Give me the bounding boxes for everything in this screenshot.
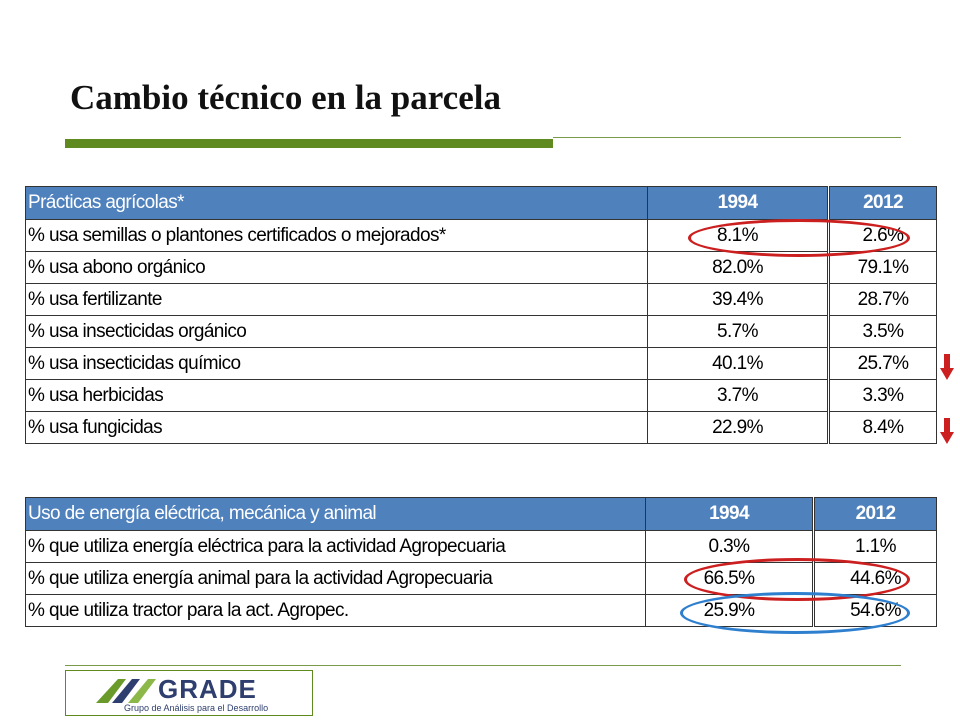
grade-logo: GRADE Grupo de Análisis para el Desarrol…	[65, 670, 313, 716]
value-1994: 3.7%	[647, 379, 829, 412]
table-row: % usa fertilizante 39.4% 28.7%	[25, 283, 937, 316]
column-header-energy: Uso de energía eléctrica, mecánica y ani…	[25, 497, 646, 531]
value-2012: 3.3%	[827, 379, 937, 412]
value-2012: 79.1%	[827, 251, 937, 284]
grade-logo-mark-icon	[96, 679, 156, 703]
table-row: % usa insecticidas químico 40.1% 25.7%	[25, 347, 937, 380]
red-highlight-ring-seeds	[688, 219, 910, 257]
value-2012: 8.4%	[827, 411, 937, 444]
row-label: % usa abono orgánico	[25, 251, 648, 284]
down-arrow-icon	[940, 418, 954, 444]
table-row: % usa fungicidas 22.9% 8.4%	[25, 411, 937, 444]
row-label: % que utiliza tractor para la act. Agrop…	[25, 594, 646, 627]
table-header-row: Prácticas agrícolas* 1994 2012	[25, 186, 937, 220]
value-2012: 1.1%	[812, 530, 937, 563]
down-arrow-icon	[940, 354, 954, 380]
table-row: % que utiliza energía eléctrica para la …	[25, 530, 937, 563]
footer-divider	[65, 665, 901, 666]
table-row: % usa insecticidas orgánico 5.7% 3.5%	[25, 315, 937, 348]
blue-highlight-ring-tractor	[680, 592, 910, 634]
table-row: % usa herbicidas 3.7% 3.3%	[25, 379, 937, 412]
title-underline-bar	[65, 139, 553, 148]
logo-name: GRADE	[158, 674, 257, 704]
value-2012: 3.5%	[827, 315, 937, 348]
value-1994: 39.4%	[647, 283, 829, 316]
value-1994: 40.1%	[647, 347, 829, 380]
row-label: % usa fertilizante	[25, 283, 648, 316]
column-header-practice: Prácticas agrícolas*	[25, 186, 648, 220]
row-label: % usa insecticidas orgánico	[25, 315, 648, 348]
column-header-1994: 1994	[645, 497, 814, 531]
row-label: % usa semillas o plantones certificados …	[25, 219, 648, 252]
row-label: % que utiliza energía eléctrica para la …	[25, 530, 646, 563]
row-label: % usa insecticidas químico	[25, 347, 648, 380]
column-header-2012: 2012	[812, 497, 937, 531]
logo-subtitle: Grupo de Análisis para el Desarrollo	[124, 703, 269, 713]
value-1994: 5.7%	[647, 315, 829, 348]
row-label: % usa herbicidas	[25, 379, 648, 412]
value-2012: 28.7%	[827, 283, 937, 316]
page-title: Cambio técnico en la parcela	[70, 78, 501, 117]
row-label: % usa fungicidas	[25, 411, 648, 444]
title-underline-line	[553, 137, 901, 138]
column-header-1994: 1994	[647, 186, 829, 220]
value-1994: 22.9%	[647, 411, 829, 444]
value-2012: 25.7%	[827, 347, 937, 380]
column-header-2012: 2012	[827, 186, 937, 220]
row-label: % que utiliza energía animal para la act…	[25, 562, 646, 595]
table-header-row: Uso de energía eléctrica, mecánica y ani…	[25, 497, 937, 531]
agricultural-practices-table: Prácticas agrícolas* 1994 2012 % usa sem…	[25, 186, 937, 444]
table-row: % usa abono orgánico 82.0% 79.1%	[25, 251, 937, 284]
